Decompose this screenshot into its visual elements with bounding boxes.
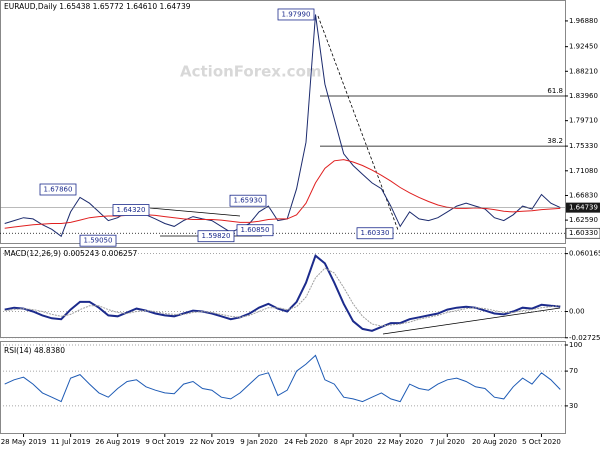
fib-label: 61.8 [547, 87, 563, 95]
y-tick-label: 30 [569, 402, 578, 410]
y-tick-label: 1.71080 [569, 167, 598, 175]
annotation-box [356, 227, 394, 240]
price-panel [0, 0, 566, 244]
annotation-label: 1.59820 [202, 232, 231, 240]
annotation-label: 1.64320 [117, 206, 146, 214]
x-tick-label: 11 Jul 2019 [51, 438, 91, 446]
last-price-box [566, 202, 600, 213]
x-tick-label: 5 Oct 2020 [522, 438, 561, 446]
y-tick-label: 1.75330 [569, 142, 598, 150]
series-line [4, 254, 561, 332]
annotation-label: 1.59050 [84, 237, 113, 245]
y-tick-label: 1.83960 [569, 92, 598, 100]
y-tick-label: 1.66830 [569, 191, 598, 199]
fib-label: 38.2 [547, 137, 563, 145]
rsi-panel [0, 341, 566, 434]
panel-title: RSI(14) 48.8380 [4, 346, 65, 355]
x-tick-label: 22 Nov 2019 [189, 438, 234, 446]
annotation-box [236, 224, 274, 237]
support-label: 1.60330 [569, 229, 598, 237]
y-tick-label: 100 [569, 341, 582, 349]
series-line [4, 159, 561, 229]
annotation-box [39, 183, 77, 196]
x-tick-label: 20 Aug 2020 [472, 438, 517, 446]
x-tick-label: 24 Feb 2020 [284, 438, 328, 446]
support-box [565, 227, 600, 239]
macd-trend-line [382, 307, 561, 335]
annotation-label: 1.60330 [361, 229, 390, 237]
y-tick-label: 70 [569, 367, 578, 375]
x-tick-label: 28 May 2019 [1, 438, 47, 446]
annotation-box [277, 8, 315, 21]
watermark: ActionForex.com [180, 63, 322, 81]
annotation-label: 1.65930 [234, 197, 263, 205]
x-tick-label: 22 May 2020 [377, 438, 423, 446]
panel-title: MACD(12,26,9) 0.005243 0.006257 [4, 249, 138, 258]
annotation-label: 1.97990 [282, 10, 311, 18]
y-tick-label: 1.96880 [569, 17, 598, 25]
y-tick-label: 1.92450 [569, 43, 598, 51]
y-tick-label: 1.79710 [569, 117, 598, 125]
annotation-label: 1.60850 [241, 226, 270, 234]
macd-panel [0, 247, 566, 338]
x-tick-label: 7 Jul 2020 [430, 438, 465, 446]
y-tick-label: 0.00 [569, 308, 585, 316]
y-tick-label: 0.060165 [569, 250, 600, 258]
annotation-box [79, 234, 117, 247]
annotation-box [229, 194, 267, 207]
panel-title: EURAUD,Daily 1.65438 1.65772 1.64610 1.6… [4, 2, 191, 11]
annotation-box [197, 230, 235, 243]
x-tick-label: 26 Aug 2019 [95, 438, 140, 446]
annotation-box [112, 204, 150, 216]
x-tick-label: 9 Oct 2019 [145, 438, 184, 446]
x-tick-label: 9 Jan 2020 [240, 438, 278, 446]
y-tick-label: 1.62590 [569, 216, 598, 224]
annotation-label: 1.67860 [44, 185, 73, 193]
y-tick-label: 1.88210 [569, 67, 598, 75]
last-price-label: 1.64739 [569, 204, 598, 212]
series-line [4, 267, 561, 327]
series-line [4, 14, 561, 238]
y-tick-label: -0.02725 [569, 334, 600, 342]
x-tick-label: 8 Apr 2020 [334, 438, 373, 446]
trend-line [149, 207, 241, 217]
series-line [4, 354, 561, 403]
